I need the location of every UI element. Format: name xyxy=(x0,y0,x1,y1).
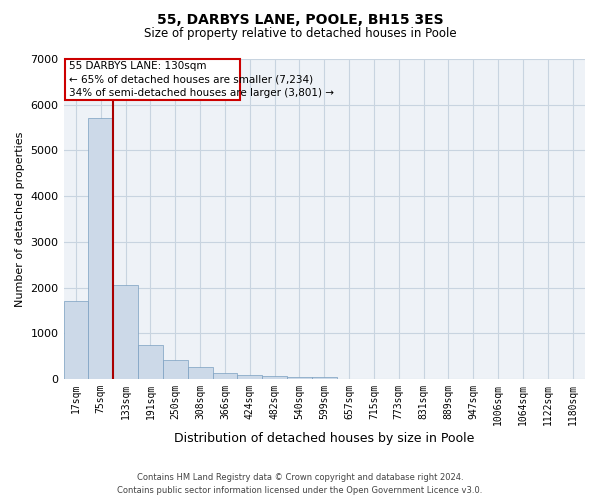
Bar xyxy=(64,302,88,379)
Bar xyxy=(188,367,212,379)
Y-axis label: Number of detached properties: Number of detached properties xyxy=(15,132,25,306)
X-axis label: Distribution of detached houses by size in Poole: Distribution of detached houses by size … xyxy=(174,432,475,445)
Bar xyxy=(287,377,312,379)
Bar xyxy=(138,345,163,379)
Text: Contains HM Land Registry data © Crown copyright and database right 2024.
Contai: Contains HM Land Registry data © Crown c… xyxy=(118,474,482,495)
FancyBboxPatch shape xyxy=(65,59,240,100)
Text: Size of property relative to detached houses in Poole: Size of property relative to detached ho… xyxy=(143,28,457,40)
Bar xyxy=(312,377,337,379)
Text: 55 DARBYS LANE: 130sqm
← 65% of detached houses are smaller (7,234)
34% of semi-: 55 DARBYS LANE: 130sqm ← 65% of detached… xyxy=(68,62,334,98)
Bar xyxy=(212,372,238,379)
Bar xyxy=(88,118,113,379)
Bar xyxy=(238,375,262,379)
Text: 55, DARBYS LANE, POOLE, BH15 3ES: 55, DARBYS LANE, POOLE, BH15 3ES xyxy=(157,12,443,26)
Bar xyxy=(262,376,287,379)
Bar xyxy=(113,286,138,379)
Bar xyxy=(163,360,188,379)
